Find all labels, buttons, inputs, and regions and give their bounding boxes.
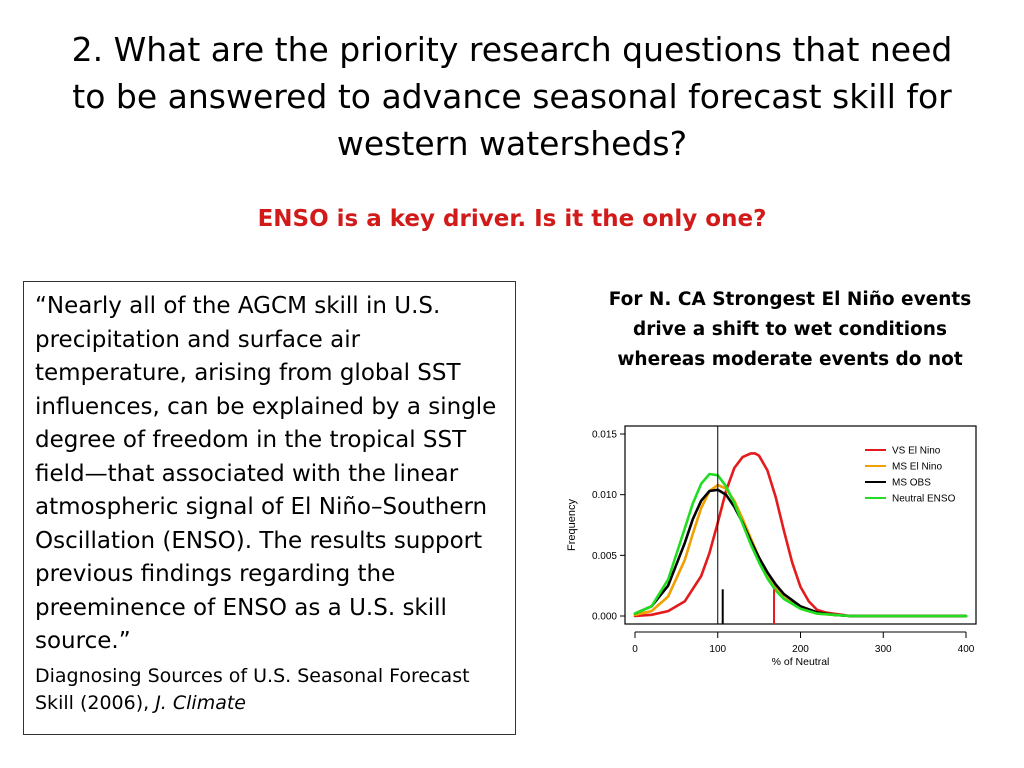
quote-box: “Nearly all of the AGCM skill in U.S. pr… — [23, 281, 516, 735]
citation: Diagnosing Sources of U.S. Seasonal Fore… — [35, 663, 505, 717]
y-tick-label: 0.015 — [592, 430, 617, 441]
series-line — [633, 472, 968, 618]
series-layer — [633, 452, 968, 618]
y-axis-label: Frequency — [566, 499, 578, 551]
legend: VS El Nino MS El Nino MS OBS Neutral ENSO — [865, 446, 956, 505]
axes-layer: 0.000 0.005 0.010 0.015 Frequency 0 100 200 300 4… — [566, 430, 975, 669]
legend-label: MS OBS — [892, 478, 931, 489]
series-line — [633, 483, 968, 618]
x-tick-label: 400 — [958, 644, 975, 655]
citation-text: Diagnosing Sources of U.S. Seasonal Fore… — [35, 664, 470, 714]
legend-label: Neutral ENSO — [892, 494, 956, 505]
plot-area — [624, 425, 977, 625]
x-axis-label: % of Neutral — [772, 656, 830, 668]
y-tick-label: 0.010 — [592, 490, 617, 501]
citation-journal: J. Climate — [155, 691, 247, 714]
y-tick-label: 0.005 — [592, 551, 617, 562]
y-tick-label: 0.000 — [592, 612, 617, 623]
slide-title: 2. What are the priority research questi… — [71, 30, 953, 163]
series-line — [633, 488, 968, 618]
x-tick-label: 200 — [792, 644, 809, 655]
x-tick-label: 300 — [875, 644, 892, 655]
x-tick-label: 0 — [632, 644, 638, 655]
slide-subtitle: ENSO is a key driver. Is it the only one… — [257, 206, 767, 232]
frequency-chart: 0.000 0.005 0.010 0.015 Frequency 0 100 200 300 4… — [566, 425, 977, 669]
legend-label: MS El Nino — [892, 462, 942, 473]
chart-caption: For N. CA Strongest El Niño events drive… — [608, 289, 972, 370]
quote-text: “Nearly all of the AGCM skill in U.S. pr… — [35, 293, 497, 654]
x-tick-label: 100 — [709, 644, 726, 655]
vertical-markers — [717, 426, 776, 624]
legend-label: VS El Nino — [892, 446, 941, 457]
plot-frame — [624, 425, 977, 625]
